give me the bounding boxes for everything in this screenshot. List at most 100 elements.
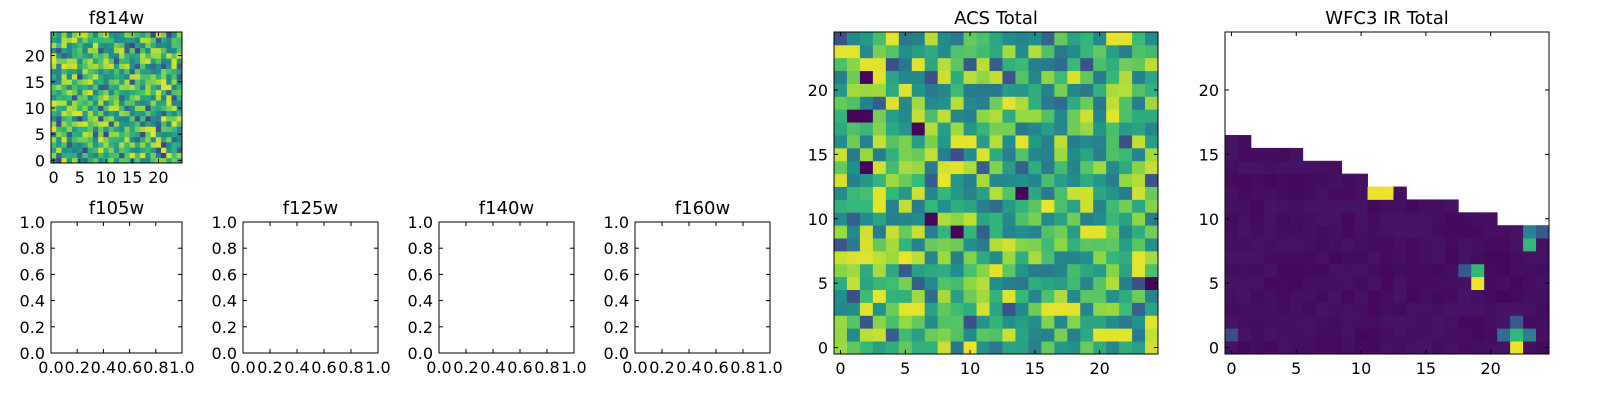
f814w-cell <box>166 131 172 138</box>
f814w-cell <box>66 84 73 91</box>
acs-total-cell <box>846 263 861 278</box>
wfc3-ir-total-cell <box>1276 289 1291 303</box>
f814w-cell <box>145 32 151 38</box>
f814w-cell <box>61 52 68 59</box>
acs-total-cell <box>937 225 952 239</box>
wfc3-ir-total-cell <box>1380 250 1394 265</box>
f814w-cell <box>161 68 167 75</box>
f814w-cell <box>171 89 178 96</box>
wfc3-ir-total-cell <box>1497 341 1511 355</box>
acs-total-cell <box>885 199 900 213</box>
f140w-xtick-label: 0.6 <box>507 358 532 377</box>
wfc3-ir-total-cell <box>1225 328 1239 342</box>
f814w-cell <box>87 79 94 85</box>
f814w-cell <box>98 105 104 111</box>
acs-total-ytick-label: 15 <box>808 145 828 164</box>
wfc3-ir-total-cell <box>1263 199 1278 213</box>
wfc3-ir-total-cell <box>1225 238 1239 252</box>
wfc3-ir-total-cell <box>1237 302 1252 316</box>
wfc3-ir-total-cell <box>1250 302 1265 316</box>
acs-total-cell <box>976 173 990 187</box>
acs-total-cell <box>924 173 939 187</box>
f814w-cell <box>119 79 125 85</box>
f814w-cell <box>77 68 83 75</box>
acs-total-cell <box>898 83 913 97</box>
wfc3-ir-total-cell <box>1484 341 1498 355</box>
f814w-cell <box>51 58 57 64</box>
acs-total-cell <box>1080 276 1094 290</box>
f814w-cell <box>108 52 115 59</box>
acs-total-cell <box>1041 44 1055 59</box>
acs-total-cell <box>834 276 848 290</box>
f814w-cell <box>113 131 120 138</box>
acs-total-cell <box>1002 122 1016 136</box>
wfc3-ir-total-cell <box>1225 186 1239 200</box>
f814w-cell <box>66 115 73 122</box>
f814w-cell <box>56 121 62 127</box>
acs-total-cell <box>989 122 1003 136</box>
f814w-cell <box>140 89 146 96</box>
f814w-cell <box>103 142 110 148</box>
f814w-cell <box>92 121 99 127</box>
wfc3-ir-total-cell <box>1302 315 1317 329</box>
f160w-background <box>635 222 770 353</box>
acs-total-cell <box>1054 44 1068 59</box>
f814w-cell <box>61 110 68 117</box>
acs-total-cell <box>1106 289 1120 303</box>
acs-total-cell <box>1067 276 1081 290</box>
acs-total-cell <box>1067 328 1081 342</box>
acs-total-xtick-label: 15 <box>1025 359 1045 378</box>
acs-total-cell <box>976 212 990 226</box>
f814w-cell <box>87 32 94 38</box>
wfc3-ir-total-cell <box>1276 199 1291 213</box>
acs-total-cell <box>1002 32 1016 46</box>
acs-total-cell <box>924 315 939 329</box>
acs-total-cell <box>1028 109 1042 123</box>
f814w-cell <box>134 47 141 54</box>
wfc3-ir-total-cell <box>1497 263 1511 278</box>
f814w-cell <box>98 79 104 85</box>
acs-total-cell <box>1119 250 1133 265</box>
wfc3-ir-total-cell <box>1497 315 1511 329</box>
wfc3-ir-total-cell <box>1367 212 1381 226</box>
f814w-cell <box>166 32 172 38</box>
acs-total-cell <box>1015 199 1029 213</box>
f814w-cell <box>103 84 110 91</box>
wfc3-ir-total-cell <box>1289 302 1304 316</box>
f814w-cell <box>103 110 110 117</box>
f814w-cell <box>77 142 83 148</box>
f105w-xtick-label: 0.6 <box>117 358 142 377</box>
f814w-cell <box>113 110 120 117</box>
wfc3-ir-total-cell <box>1367 328 1381 342</box>
f814w-cell <box>108 79 115 85</box>
f814w-cell <box>108 37 115 43</box>
acs-total-cell <box>1093 70 1107 84</box>
wfc3-ir-total-cell <box>1380 225 1394 239</box>
acs-total-cell <box>872 212 887 226</box>
acs-total-cell <box>1145 225 1159 239</box>
f814w-cell <box>166 52 172 59</box>
wfc3-ir-total-cell <box>1367 238 1381 252</box>
acs-total-cell <box>859 109 874 123</box>
acs-total-cell <box>1015 250 1029 265</box>
f814w-cell <box>103 105 110 111</box>
wfc3-ir-total-cell <box>1289 173 1304 187</box>
f814w-cell <box>134 115 141 122</box>
f814w-cell <box>129 136 136 143</box>
acs-total-cell <box>937 328 952 342</box>
wfc3-ir-total-cell <box>1406 199 1420 213</box>
f814w-cell <box>119 115 125 122</box>
f814w-cell <box>71 42 78 49</box>
acs-total-cell <box>1145 341 1159 355</box>
acs-total-cell <box>1002 186 1016 200</box>
f814w-cell <box>56 147 62 153</box>
f814w-cell <box>166 121 172 127</box>
wfc3-ir-total-cell <box>1445 225 1459 239</box>
acs-total-cell <box>924 57 939 72</box>
f814w-cell <box>51 126 57 132</box>
acs-total-cell <box>911 341 926 355</box>
f160w-ytick-label: 0.0 <box>604 344 629 363</box>
acs-total-cell <box>1054 70 1068 84</box>
f125w-xtick-label: 0.6 <box>311 358 336 377</box>
acs-total-cell <box>1002 135 1016 149</box>
